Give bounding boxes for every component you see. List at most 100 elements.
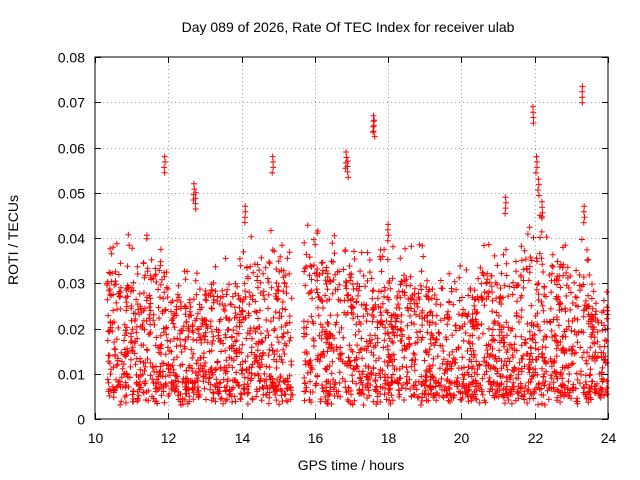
data-point [418, 373, 425, 380]
data-point [209, 341, 216, 347]
data-point [582, 391, 589, 398]
data-point [465, 363, 472, 370]
data-point [263, 317, 270, 323]
data-point [212, 263, 219, 270]
data-point [532, 313, 539, 319]
data-point [182, 380, 189, 387]
data-point [469, 394, 475, 400]
data-point [224, 368, 230, 375]
data-point [181, 343, 188, 350]
data-point [231, 348, 238, 355]
data-point [400, 381, 406, 388]
data-point [390, 339, 397, 346]
y-tick-labels: 0 0.01 0.02 0.03 0.04 0.05 0.06 0.07 0.08 [58, 50, 85, 428]
data-point [288, 358, 295, 365]
data-point [533, 169, 539, 176]
data-point [162, 307, 168, 314]
data-point [351, 397, 358, 404]
data-point [589, 305, 596, 312]
data-point [206, 348, 213, 355]
x-tick-label: 14 [235, 430, 251, 446]
data-point [105, 379, 112, 386]
data-point [300, 318, 307, 325]
data-point [190, 336, 197, 343]
data-point [407, 273, 414, 280]
data-point [506, 341, 513, 348]
data-point [216, 318, 223, 325]
data-point [165, 393, 172, 399]
data-point [600, 307, 607, 314]
data-point [266, 394, 273, 401]
data-point [504, 378, 510, 385]
data-point [491, 364, 498, 371]
data-point [346, 358, 353, 365]
data-point [113, 336, 120, 343]
data-point [553, 276, 560, 283]
data-point [497, 285, 504, 292]
data-point [142, 380, 149, 387]
data-point [469, 340, 476, 347]
data-point [229, 364, 236, 371]
data-point [365, 387, 372, 394]
data-point [218, 395, 225, 402]
data-point [303, 384, 310, 391]
data-point [132, 361, 139, 368]
data-point [496, 347, 503, 354]
data-point [584, 257, 591, 264]
data-point [424, 277, 430, 284]
data-point [408, 243, 415, 250]
data-point [324, 286, 331, 293]
data-point [514, 298, 520, 305]
data-point [381, 287, 388, 294]
data-point [163, 269, 170, 276]
data-point [144, 265, 151, 272]
data-point [485, 241, 492, 248]
data-point [195, 394, 202, 401]
data-point [324, 274, 331, 280]
data-point [268, 373, 275, 380]
data-point [389, 352, 395, 359]
data-point [411, 308, 418, 315]
data-point [336, 380, 343, 386]
data-point [489, 289, 496, 296]
data-point [228, 386, 235, 393]
data-point [342, 247, 349, 253]
data-point [309, 366, 316, 373]
data-point [116, 288, 123, 295]
data-point [367, 340, 374, 347]
data-point [134, 301, 141, 308]
data-point [513, 268, 520, 275]
data-point [308, 276, 315, 283]
data-point [465, 292, 472, 299]
data-point [276, 353, 283, 360]
data-point [560, 272, 567, 279]
data-point [403, 346, 410, 353]
data-point [525, 386, 532, 393]
data-point [384, 256, 391, 263]
data-point [301, 324, 307, 331]
data-point [147, 359, 154, 366]
data-point [583, 360, 590, 367]
data-point [128, 284, 135, 291]
data-point [360, 313, 367, 320]
data-point [110, 394, 117, 401]
data-point [220, 400, 227, 407]
data-point [161, 169, 168, 176]
data-point [539, 204, 546, 211]
data-point [366, 269, 373, 276]
data-point [121, 393, 128, 400]
data-point [481, 242, 487, 249]
data-point [513, 347, 520, 354]
data-point [335, 355, 342, 362]
data-point [389, 275, 396, 282]
data-point [164, 337, 171, 344]
data-point [513, 282, 520, 289]
data-point [137, 366, 144, 373]
data-point [577, 380, 583, 387]
data-point [178, 349, 185, 355]
data-point [124, 303, 130, 310]
data-point [384, 237, 391, 244]
data-point [535, 181, 542, 188]
data-point [553, 373, 560, 380]
data-point [398, 319, 405, 325]
